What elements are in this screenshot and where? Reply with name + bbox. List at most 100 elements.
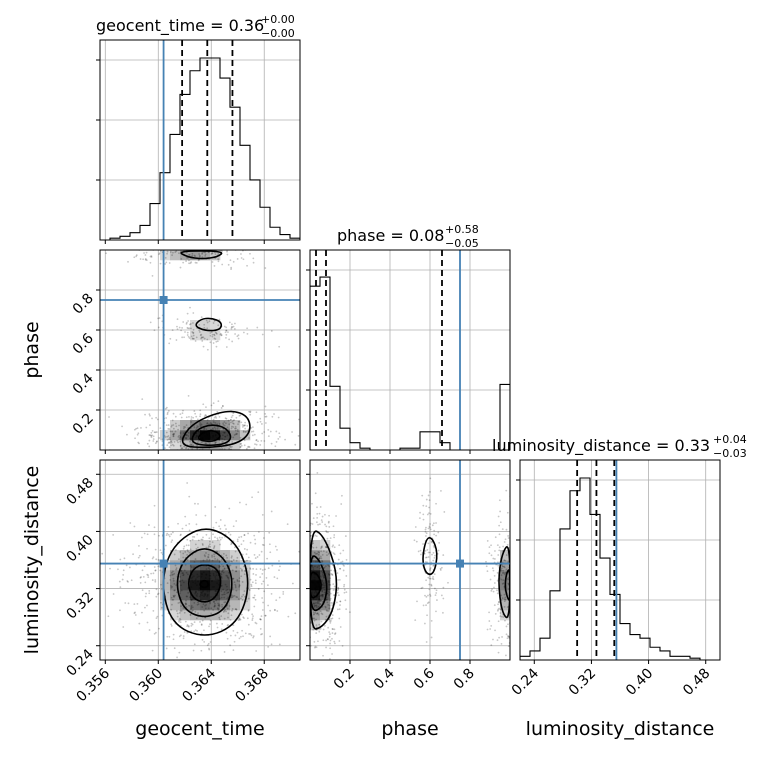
- hist-panel-luminosity-distance: [516, 459, 721, 661]
- sample-point: [214, 602, 216, 605]
- sample-point: [213, 605, 216, 607]
- sample-point: [490, 589, 493, 592]
- sample-point: [197, 246, 199, 248]
- sample-point: [217, 666, 219, 668]
- sample-point: [530, 610, 532, 612]
- sample-point: [497, 515, 500, 518]
- sample-point: [166, 532, 169, 535]
- sample-point: [261, 514, 264, 516]
- sample-point: [193, 451, 195, 453]
- sample-point: [225, 589, 228, 592]
- sample-point: [498, 546, 501, 549]
- sample-point: [245, 430, 247, 433]
- sample-point: [232, 649, 235, 652]
- sample-point: [327, 564, 330, 567]
- sample-point: [141, 398, 144, 400]
- sample-point: [206, 595, 209, 598]
- sample-point: [194, 502, 196, 505]
- sample-point: [213, 320, 216, 322]
- sample-point: [186, 595, 188, 598]
- sample-point: [305, 552, 307, 554]
- sample-point: [502, 569, 504, 572]
- sample-point: [145, 259, 148, 262]
- sample-point: [507, 535, 510, 537]
- sample-point: [312, 542, 315, 545]
- sample-point: [343, 591, 346, 594]
- sample-point: [251, 619, 254, 621]
- sample-point: [429, 477, 432, 480]
- sample-point: [321, 590, 324, 593]
- sample-point: [221, 536, 223, 539]
- sample-point: [222, 248, 224, 250]
- sample-point: [159, 549, 162, 551]
- sample-point: [428, 583, 431, 586]
- sample-point: [207, 567, 210, 569]
- sample-point: [300, 495, 302, 497]
- sample-point: [499, 608, 502, 611]
- sample-point: [431, 524, 434, 527]
- sample-point: [189, 245, 191, 247]
- sample-point: [505, 554, 508, 556]
- sample-point: [228, 447, 231, 450]
- sample-point: [490, 554, 493, 557]
- sample-point: [222, 565, 225, 568]
- density-cell: [310, 560, 321, 571]
- sample-point: [294, 572, 296, 574]
- sample-point: [253, 605, 256, 608]
- sample-point: [196, 630, 199, 632]
- sample-point: [318, 551, 321, 554]
- sample-point: [175, 339, 178, 341]
- sample-point: [500, 594, 503, 597]
- sample-point: [259, 618, 262, 621]
- sample-point: [306, 574, 308, 576]
- title-geocent-time-plus: +0.00: [261, 13, 295, 26]
- sample-point: [267, 604, 270, 607]
- sample-point: [324, 606, 327, 609]
- sample-point: [317, 613, 320, 616]
- sample-point: [501, 582, 504, 585]
- sample-point: [499, 510, 501, 513]
- sample-point: [312, 628, 315, 631]
- sample-point: [182, 547, 185, 550]
- sample-point: [153, 533, 156, 536]
- sample-point: [494, 550, 496, 552]
- sample-point: [205, 568, 208, 571]
- sample-point: [180, 569, 183, 572]
- sample-point: [286, 523, 289, 526]
- sample-point: [216, 578, 219, 581]
- sample-point: [187, 625, 190, 627]
- sample-point: [432, 551, 435, 554]
- sample-point: [192, 334, 195, 337]
- sample-point: [129, 522, 132, 524]
- sample-point: [208, 441, 211, 444]
- sample-point: [191, 337, 194, 340]
- sample-point: [425, 505, 428, 507]
- sample-point: [333, 642, 336, 645]
- sample-point: [193, 621, 196, 624]
- sample-point: [252, 636, 255, 639]
- sample-point: [337, 661, 339, 663]
- sample-point: [126, 580, 129, 582]
- sample-point: [321, 515, 324, 518]
- sample-point: [201, 437, 204, 439]
- sample-point: [322, 593, 324, 596]
- sample-point: [160, 601, 162, 604]
- sample-point: [230, 266, 233, 269]
- sample-point: [301, 570, 303, 572]
- sample-point: [181, 327, 184, 329]
- ytick-label-luminosity-distance-1: 0.32: [63, 589, 96, 622]
- sample-point: [323, 586, 326, 589]
- sample-point: [180, 634, 182, 637]
- sample-point: [311, 565, 313, 568]
- sample-point: [208, 574, 211, 577]
- sample-point: [213, 546, 216, 549]
- sample-point: [264, 412, 267, 415]
- sample-point: [312, 594, 315, 597]
- sample-point: [306, 602, 308, 604]
- sample-point: [505, 625, 508, 628]
- xtick-label-phase-1: 0.4: [371, 665, 398, 692]
- sample-point: [253, 594, 256, 597]
- sample-point: [260, 440, 263, 442]
- sample-point: [220, 334, 223, 336]
- sample-point: [420, 587, 423, 590]
